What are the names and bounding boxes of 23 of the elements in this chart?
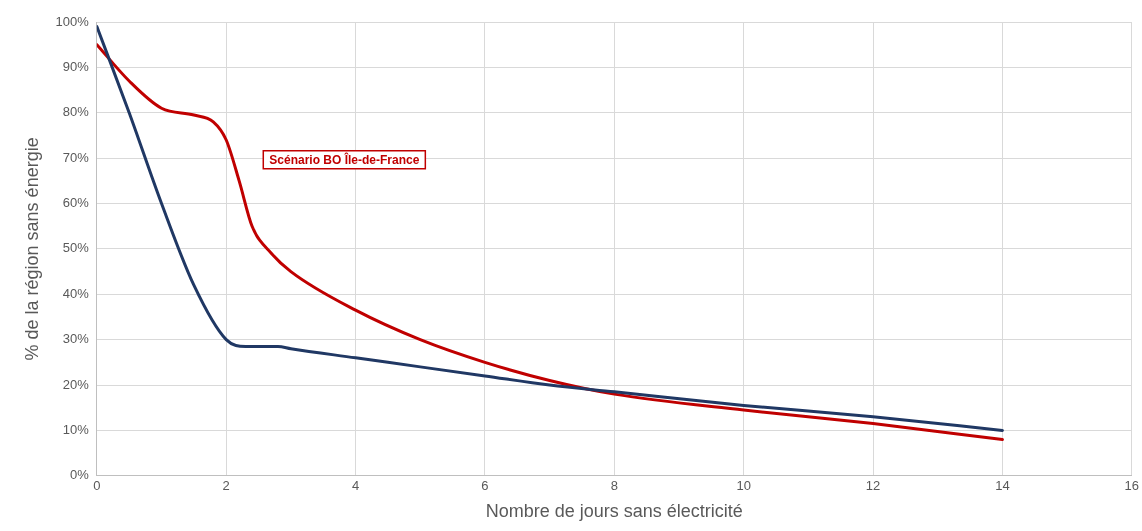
y-tick-label: 40%: [62, 285, 90, 301]
x-tick-label: 12: [865, 478, 881, 494]
x-axis-title: Nombre de jours sans électricité: [485, 501, 743, 522]
y-tick-label: 90%: [62, 58, 90, 74]
text: Scénario BO Île-de-France: [269, 152, 420, 168]
x-tick-label: 14: [995, 478, 1010, 494]
x-tick-label: 2: [222, 478, 230, 494]
y-tick-label: 100%: [55, 13, 90, 29]
x-tick-label: 4: [351, 478, 360, 494]
y-tick-label: 60%: [62, 195, 90, 211]
y-tick-label: 80%: [62, 104, 90, 120]
x-tick-label: 8: [610, 478, 618, 494]
y-tick-label: 50%: [62, 240, 90, 256]
y-tick-label: 30%: [62, 331, 90, 347]
y-tick-label: 0%: [70, 467, 90, 483]
y-axis-title: % de la région sans énergie: [21, 137, 42, 361]
x-tick-label: 10: [736, 478, 751, 494]
x-tick-label: 6: [481, 478, 489, 494]
y-tick-label: 20%: [62, 376, 90, 392]
y-tick-label: 70%: [62, 149, 90, 165]
y-tick-label: 10%: [62, 422, 90, 437]
x-tick-label: 0: [93, 478, 101, 494]
x-tick-label: 16: [1124, 478, 1139, 494]
